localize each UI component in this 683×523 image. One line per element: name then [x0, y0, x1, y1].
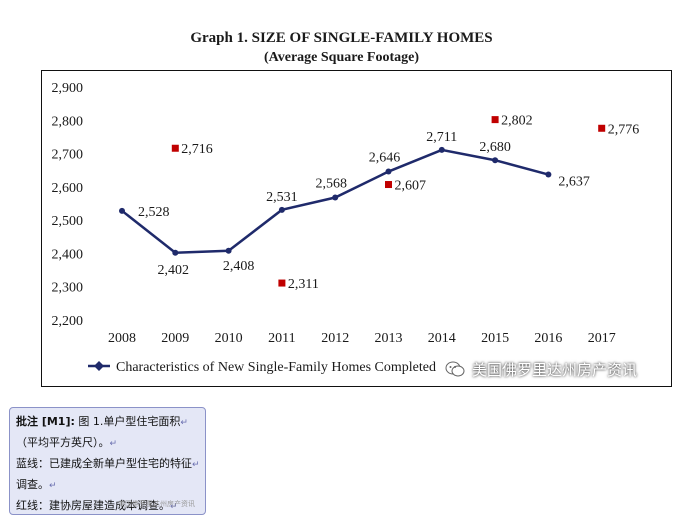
line-chart: 2,900 2,800 2,700 2,600 2,500 2,400 2,300 2,200… — [52, 81, 640, 375]
line-data-label: 2,402 — [158, 263, 190, 278]
line-data-label: 2,637 — [558, 175, 590, 190]
y-tick-label: 2,900 — [52, 81, 84, 96]
line-point — [278, 206, 285, 213]
line-data-label: 2,528 — [138, 205, 170, 220]
line-point — [385, 168, 392, 175]
x-tick-label: 2010 — [215, 331, 243, 346]
marker-point — [385, 181, 392, 189]
y-tick-label: 2,300 — [52, 281, 84, 296]
chart-subtitle: (Average Square Footage) — [264, 50, 419, 65]
x-tick-label: 2015 — [481, 331, 509, 346]
marker-data-label: 2,776 — [608, 122, 640, 137]
line-point — [438, 146, 445, 153]
comment-line-5: 红线：建协房屋建造成本调查。 — [16, 499, 170, 512]
line-data-label: 2,711 — [426, 130, 457, 145]
comment-box[interactable]: 批注 [M1]: 图 1.单户型住宅面积↵ （平均平方英尺）。↵ 蓝线：已建成全… — [9, 407, 206, 515]
x-tick-label: 2013 — [375, 331, 403, 346]
wechat-watermark: 美国佛罗里达州房产资讯 — [444, 355, 674, 383]
line-point — [225, 247, 232, 254]
marker-point — [278, 279, 286, 287]
marker-point — [491, 116, 499, 124]
x-tick-label: 2008 — [108, 331, 136, 346]
x-tick-label: 2011 — [268, 331, 295, 346]
line-point — [492, 157, 499, 164]
marker-data-label: 2,802 — [501, 114, 532, 129]
line-point — [332, 194, 339, 201]
legend-diamond-icon — [94, 361, 104, 371]
legend-label: Characteristics of New Single-Family Hom… — [116, 360, 436, 375]
y-tick-label: 2,200 — [52, 314, 84, 329]
chart-frame — [41, 70, 672, 387]
line-data-label: 2,646 — [369, 151, 401, 166]
marker-data-label: 2,716 — [181, 142, 213, 157]
line-data-label: 2,568 — [315, 177, 347, 192]
line-data-label: 2,531 — [266, 190, 298, 205]
marker-data-label: 2,311 — [288, 277, 319, 292]
x-tick-label: 2016 — [534, 331, 562, 346]
comment-line-2: （平均平方英尺）。 — [16, 436, 110, 449]
y-tick-label: 2,700 — [52, 148, 84, 163]
y-tick-label: 2,600 — [52, 181, 84, 196]
chart-title: Graph 1. SIZE OF SINGLE-FAMILY HOMES — [190, 30, 493, 46]
x-tick-label: 2017 — [588, 331, 616, 346]
y-tick-label: 2,400 — [52, 247, 84, 262]
comment-header: 批注 [M1]: — [16, 415, 75, 428]
x-tick-label: 2012 — [321, 331, 349, 346]
comment-line-1: 图 1.单户型住宅面积 — [78, 415, 181, 428]
line-data-label: 2,680 — [479, 140, 511, 155]
watermark-text: 美国佛罗里达州房产资讯 — [472, 360, 638, 379]
line-point — [119, 207, 125, 214]
y-tick-label: 2,800 — [52, 114, 84, 129]
comment-watermark: 美国佛罗里达州房产资讯 — [118, 500, 195, 508]
y-tick-label: 2,500 — [52, 214, 84, 229]
comment-line-4: 调查。 — [16, 478, 49, 491]
marker-point — [598, 124, 606, 132]
line-point — [545, 171, 552, 178]
x-tick-label: 2009 — [161, 331, 189, 346]
comment-line-3: 蓝线：已建成全新单户型住宅的特征 — [16, 457, 192, 470]
line-point — [172, 249, 179, 256]
wechat-icon — [444, 358, 466, 380]
marker-point — [171, 144, 179, 152]
line-data-label: 2,408 — [223, 259, 255, 274]
x-tick-label: 2014 — [428, 331, 456, 346]
series-line — [121, 148, 549, 255]
marker-data-label: 2,607 — [395, 179, 427, 194]
